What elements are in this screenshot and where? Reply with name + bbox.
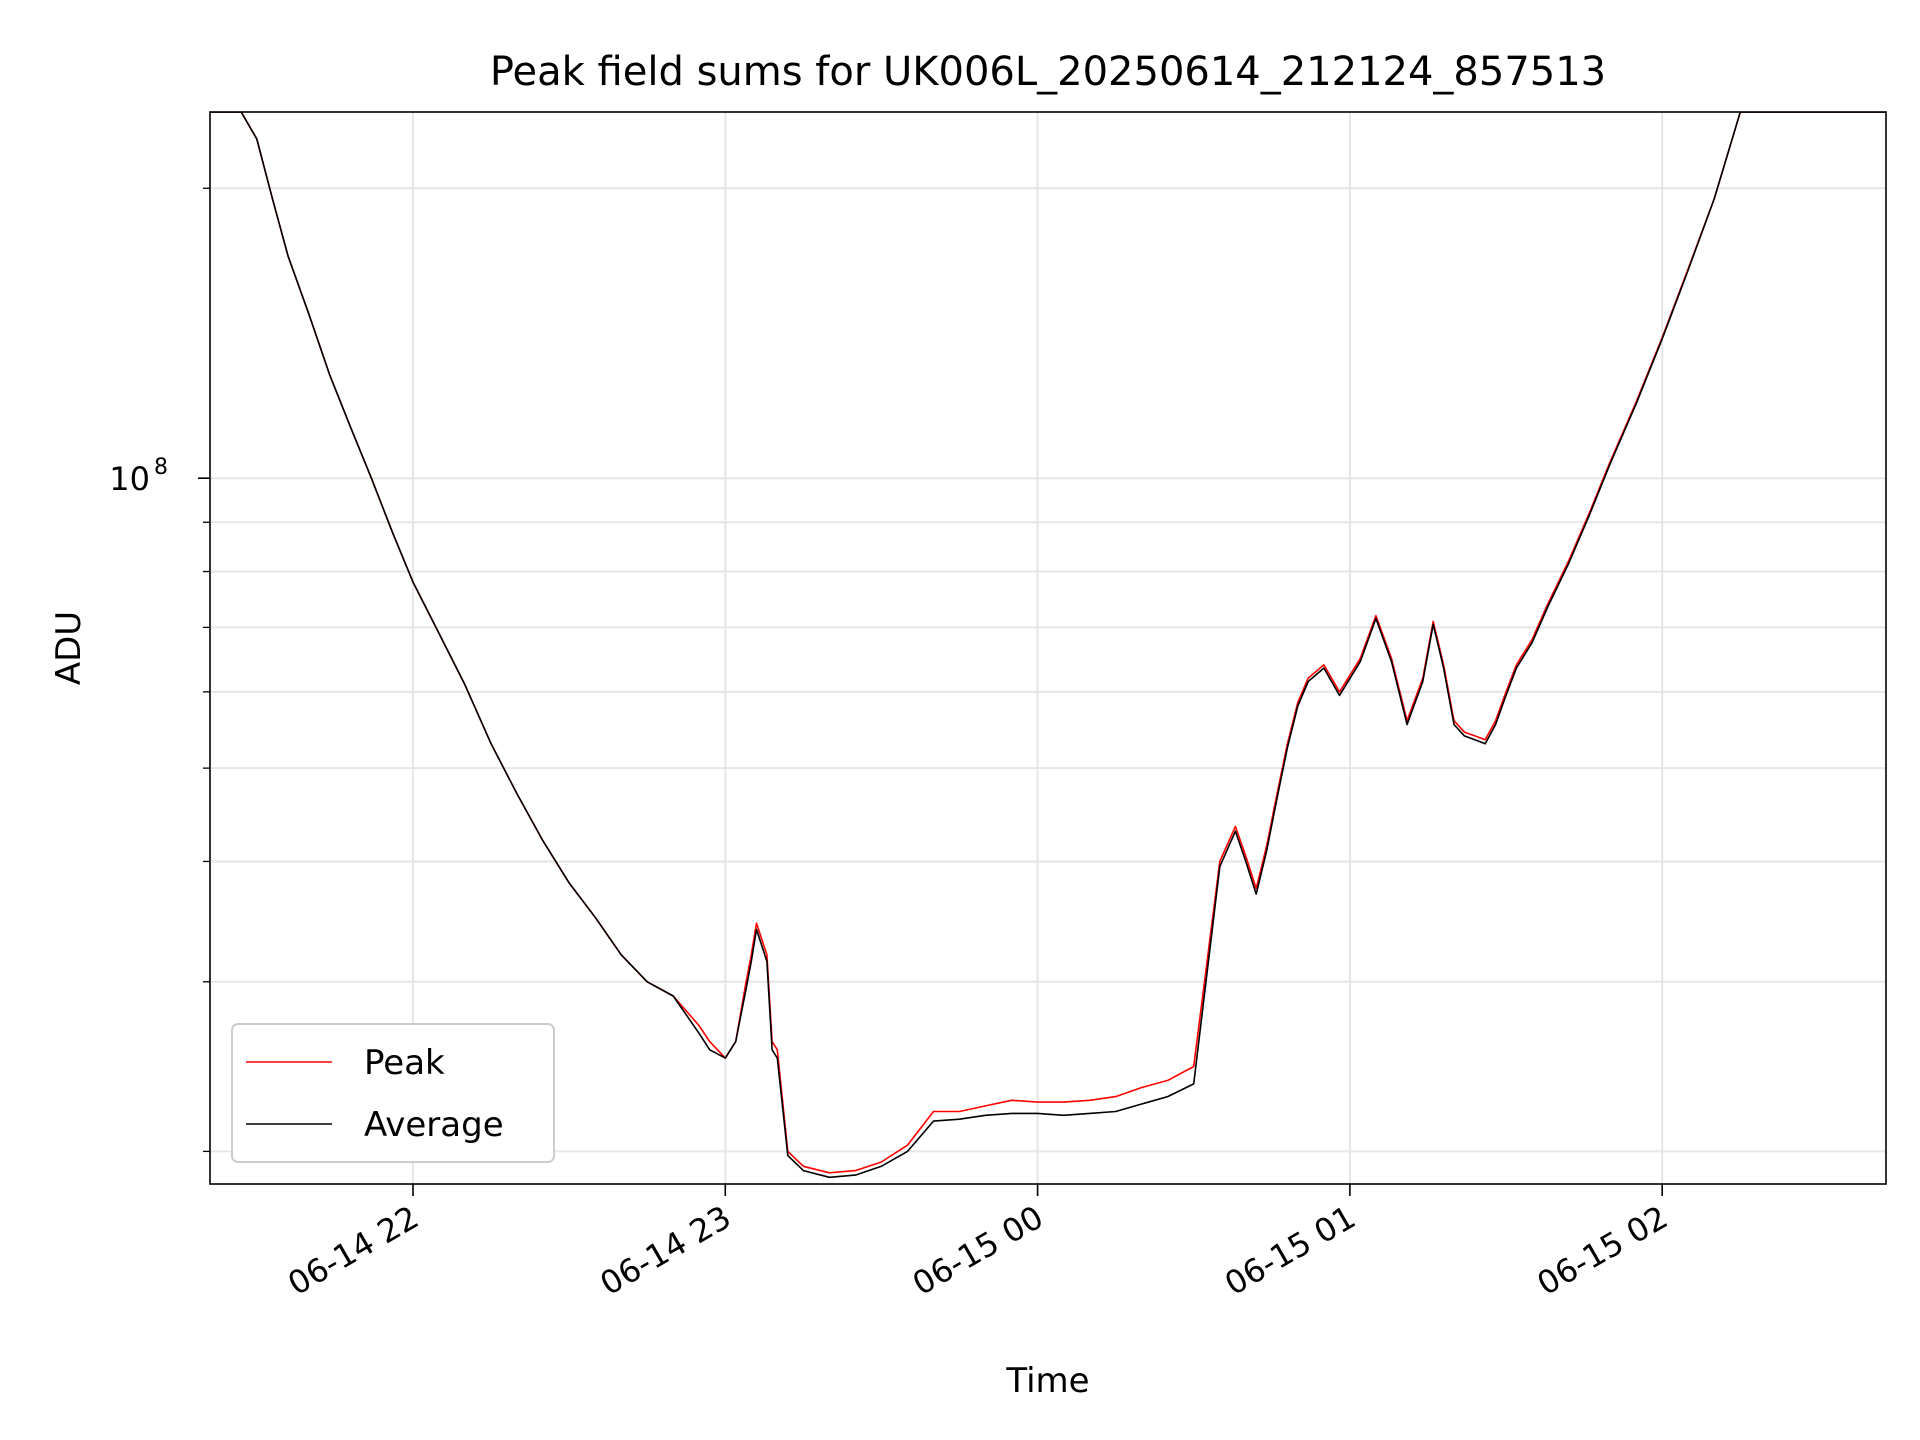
legend-peak-label: Peak <box>364 1043 445 1083</box>
y-axis-label: ADU <box>49 611 89 685</box>
legend: Peak Average <box>231 1023 555 1163</box>
y-tick-label: 10 <box>109 460 150 498</box>
chart-title: Peak field sums for UK006L_20250614_2121… <box>490 49 1606 95</box>
legend-average-label: Average <box>364 1105 504 1145</box>
grid <box>210 112 1886 1184</box>
plot-frame <box>209 111 1887 1185</box>
legend-box <box>231 1023 555 1163</box>
series-line-average <box>210 112 1886 1179</box>
x-axis-label: Time <box>1005 1361 1089 1401</box>
data-lines <box>210 112 1886 1179</box>
y-tick-label-exponent: 8 <box>154 455 168 480</box>
